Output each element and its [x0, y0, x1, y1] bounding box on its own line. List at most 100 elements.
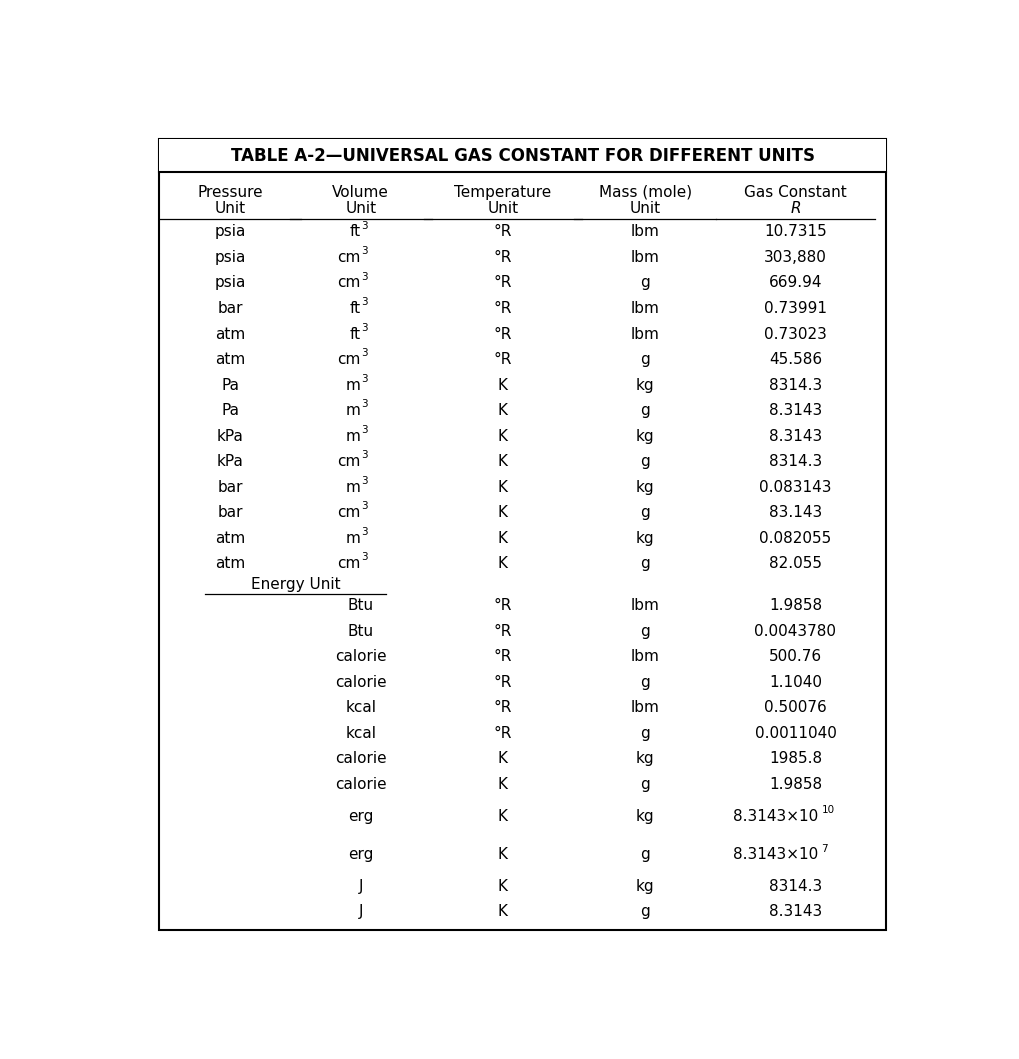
Text: Volume: Volume — [332, 185, 389, 200]
Text: g: g — [640, 505, 649, 520]
Text: erg: erg — [347, 809, 373, 824]
Text: atm: atm — [215, 352, 246, 367]
Text: 8.3143×10: 8.3143×10 — [733, 809, 817, 824]
Text: 0.0043780: 0.0043780 — [754, 624, 836, 639]
Text: m: m — [345, 403, 361, 418]
Text: calorie: calorie — [334, 776, 386, 792]
Text: 8314.3: 8314.3 — [768, 378, 821, 393]
Text: Unit: Unit — [629, 201, 660, 216]
Text: K: K — [497, 429, 507, 444]
Text: °R: °R — [493, 275, 512, 290]
Text: Gas Constant: Gas Constant — [744, 185, 846, 200]
Text: bar: bar — [217, 480, 243, 495]
Text: lbm: lbm — [630, 649, 659, 664]
Text: psia: psia — [214, 225, 246, 239]
Text: 3: 3 — [361, 425, 367, 435]
Text: g: g — [640, 725, 649, 740]
Text: g: g — [640, 556, 649, 571]
Text: °R: °R — [493, 225, 512, 239]
Text: cm: cm — [337, 250, 361, 265]
Text: °R: °R — [493, 624, 512, 639]
Text: 669.94: 669.94 — [768, 275, 821, 290]
Text: 3: 3 — [361, 323, 367, 333]
Text: °R: °R — [493, 352, 512, 367]
Text: Btu: Btu — [347, 624, 373, 639]
Text: lbm: lbm — [630, 598, 659, 613]
Text: 0.082055: 0.082055 — [758, 531, 830, 545]
Text: R: R — [790, 201, 800, 216]
Text: 8.3143: 8.3143 — [768, 904, 821, 919]
Text: g: g — [640, 454, 649, 469]
Text: calorie: calorie — [334, 675, 386, 689]
Text: K: K — [497, 454, 507, 469]
Text: Pa: Pa — [221, 378, 239, 393]
Text: g: g — [640, 847, 649, 862]
Text: °R: °R — [493, 326, 512, 341]
Text: 3: 3 — [361, 348, 367, 358]
Text: g: g — [640, 352, 649, 367]
Text: 3: 3 — [361, 221, 367, 231]
Text: K: K — [497, 378, 507, 393]
Text: 3: 3 — [361, 502, 367, 511]
Text: 500.76: 500.76 — [768, 649, 821, 664]
Text: lbm: lbm — [630, 225, 659, 239]
Text: kcal: kcal — [344, 700, 376, 715]
Text: 82.055: 82.055 — [768, 556, 821, 571]
Text: 3: 3 — [361, 247, 367, 256]
Text: psia: psia — [214, 275, 246, 290]
Text: 8314.3: 8314.3 — [768, 879, 821, 894]
Text: J: J — [358, 904, 363, 919]
Text: Mass (mole): Mass (mole) — [598, 185, 691, 200]
Text: kg: kg — [635, 751, 654, 767]
Text: cm: cm — [337, 505, 361, 520]
Text: kPa: kPa — [217, 429, 244, 444]
Text: g: g — [640, 403, 649, 418]
Text: cm: cm — [337, 352, 361, 367]
Text: kg: kg — [635, 531, 654, 545]
Text: K: K — [497, 776, 507, 792]
Text: K: K — [497, 531, 507, 545]
Text: °R: °R — [493, 301, 512, 316]
Text: 3: 3 — [361, 272, 367, 282]
Text: K: K — [497, 809, 507, 824]
Text: TABLE A-2—UNIVERSAL GAS CONSTANT FOR DIFFERENT UNITS: TABLE A-2—UNIVERSAL GAS CONSTANT FOR DIF… — [230, 146, 814, 164]
Text: 8.3143×10: 8.3143×10 — [733, 847, 817, 862]
Text: lbm: lbm — [630, 301, 659, 316]
Text: Unit: Unit — [487, 201, 518, 216]
Text: K: K — [497, 505, 507, 520]
Text: kg: kg — [635, 879, 654, 894]
Text: 3: 3 — [361, 399, 367, 410]
Text: kg: kg — [635, 429, 654, 444]
Text: calorie: calorie — [334, 649, 386, 664]
Text: m: m — [345, 480, 361, 495]
Text: erg: erg — [347, 847, 373, 862]
Text: 8.3143: 8.3143 — [768, 429, 821, 444]
Text: Temperature: Temperature — [453, 185, 551, 200]
Text: m: m — [345, 378, 361, 393]
Text: °R: °R — [493, 700, 512, 715]
Text: Pressure: Pressure — [198, 185, 263, 200]
Text: 3: 3 — [361, 450, 367, 461]
Text: lbm: lbm — [630, 326, 659, 341]
Text: °R: °R — [493, 675, 512, 689]
Text: ft: ft — [350, 301, 361, 316]
Text: 10.7315: 10.7315 — [763, 225, 826, 239]
Text: °R: °R — [493, 598, 512, 613]
Text: g: g — [640, 275, 649, 290]
Text: K: K — [497, 847, 507, 862]
Text: 1.9858: 1.9858 — [768, 776, 821, 792]
Text: °R: °R — [493, 250, 512, 265]
Text: kcal: kcal — [344, 725, 376, 740]
Text: 8314.3: 8314.3 — [768, 454, 821, 469]
Text: 0.083143: 0.083143 — [758, 480, 830, 495]
Text: atm: atm — [215, 326, 246, 341]
Text: g: g — [640, 675, 649, 689]
Text: 3: 3 — [361, 553, 367, 562]
Text: K: K — [497, 879, 507, 894]
Text: m: m — [345, 429, 361, 444]
Text: kPa: kPa — [217, 454, 244, 469]
Text: 1.1040: 1.1040 — [768, 675, 821, 689]
Text: 3: 3 — [361, 527, 367, 537]
Text: K: K — [497, 904, 507, 919]
Text: bar: bar — [217, 505, 243, 520]
